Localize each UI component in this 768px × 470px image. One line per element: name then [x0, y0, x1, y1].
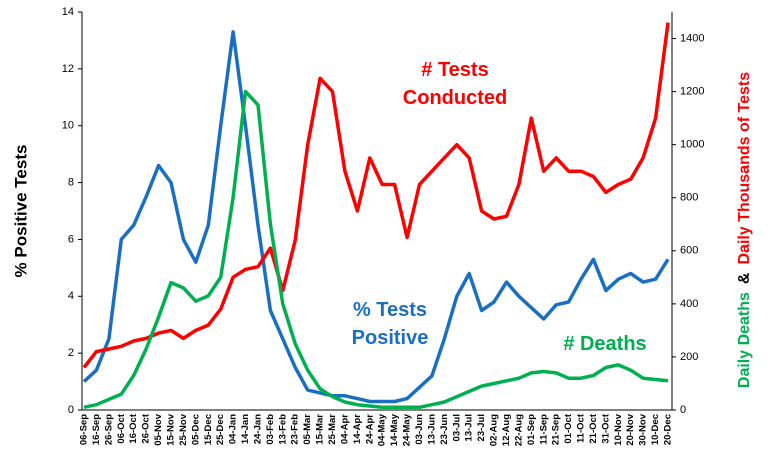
x-tick-label: 10-Nov [613, 413, 624, 445]
x-tick-label: 12-Aug [501, 414, 512, 446]
y-tick-label: 2 [68, 347, 74, 359]
x-tick-label: 15-Mar [315, 414, 326, 445]
y-axis-label: % Positive Tests [11, 145, 30, 278]
x-tick-label: 04-May [377, 413, 388, 446]
x-tick-label: 06-Sep [79, 414, 90, 445]
x-tick-label: 23-Feb [290, 414, 301, 445]
tests-annotation: # Tests Conducted [402, 59, 508, 109]
y-tick-label: 6 [68, 233, 74, 245]
x-tick-label: 21-Sep [551, 414, 562, 445]
series-line [83, 89, 669, 410]
x-tick-label: 03-Jun [414, 414, 425, 445]
y2-tick-label: 1200 [680, 86, 704, 98]
x-tick-label: 25-Mar [327, 414, 338, 445]
x-tick-label: 11-Oct [576, 413, 587, 443]
x-tick-label: 24-Jan [252, 414, 263, 444]
y2-tick-label: 1000 [680, 139, 704, 151]
y2-tick-label: 1400 [680, 32, 704, 44]
x-tick-label: 23-Jul [476, 414, 487, 441]
x-tick-label: 01-Sep [526, 414, 537, 445]
y-tick-label: 8 [68, 176, 74, 188]
x-tick-label: 03-Feb [265, 414, 276, 445]
series-line [82, 30, 670, 404]
x-tick-label: 05-Nov [153, 413, 164, 445]
x-tick-label: 25-Dec [215, 414, 226, 445]
y2-axis-label: Daily Deaths & Daily Thousands of Tests [736, 72, 753, 388]
x-tick-label: 06-Oct [116, 413, 127, 443]
x-tick-label: 13-Jun [426, 414, 437, 445]
x-tick-label: 26-Sep [103, 414, 114, 445]
deaths-annotation: # Deaths [563, 333, 647, 355]
x-tick-label: 04-Apr [339, 414, 350, 444]
x-tick-label: 14-Apr [352, 414, 363, 444]
y2-tick-label: 0 [680, 404, 686, 416]
x-tick-label: 11-Sep [538, 414, 549, 445]
x-tick-label: 10-Dec [650, 414, 661, 445]
x-tick-label: 16-Sep [91, 414, 102, 445]
x-tick-label: 02-Aug [489, 414, 500, 446]
x-tick-label: 20-Nov [625, 413, 636, 445]
y2-tick-label: 400 [680, 298, 698, 310]
y2-tick-label: 800 [680, 192, 698, 204]
x-tick-label: 26-Oct [141, 413, 152, 443]
x-tick-label: 13-Feb [277, 414, 288, 445]
x-tick-label: 24-Apr [364, 414, 375, 444]
series-line [82, 22, 670, 369]
x-tick-label: 15-Dec [203, 414, 214, 445]
y2-axis-label-part: Daily Deaths [736, 292, 753, 388]
x-tick-label: 14-May [389, 413, 400, 446]
y2-tick-label: 600 [680, 245, 698, 257]
positive-annotation: % Tests Positive [351, 299, 429, 349]
x-tick-label: 05-Dec [190, 414, 201, 445]
x-tick-label: 04-Jan [228, 414, 239, 444]
x-tick-label: 23-Jun [439, 414, 450, 445]
y2-axis-label-part: Daily Thousands of Tests [736, 72, 753, 265]
x-tick-label: 16-Oct [128, 413, 139, 443]
x-tick-label: 05-Mar [302, 414, 313, 445]
x-tick-label: 31-Oct [600, 413, 611, 443]
x-tick-label: 03-Jul [451, 414, 462, 441]
x-tick-label: 21-Oct [588, 413, 599, 443]
y-tick-label: 10 [62, 120, 74, 132]
y-tick-label: 14 [62, 6, 74, 18]
y-tick-label: 0 [68, 404, 74, 416]
x-tick-label: 20-Dec [663, 414, 674, 445]
y2-tick-label: 200 [680, 351, 698, 363]
x-tick-label: 22-Aug [513, 414, 524, 446]
y-tick-label: 4 [68, 290, 74, 302]
y2-axis-label-part: & [736, 272, 753, 284]
x-tick-label: 25-Nov [178, 413, 189, 445]
x-tick-label: 24-May [402, 413, 413, 446]
x-tick-label: 01-Oct [563, 413, 574, 443]
x-tick-label: 30-Nov [638, 413, 649, 445]
x-tick-label: 14-Jan [240, 414, 251, 444]
x-tick-label: 15-Nov [165, 413, 176, 445]
x-tick-label: 13-Jul [464, 414, 475, 441]
y-tick-label: 12 [62, 63, 74, 75]
